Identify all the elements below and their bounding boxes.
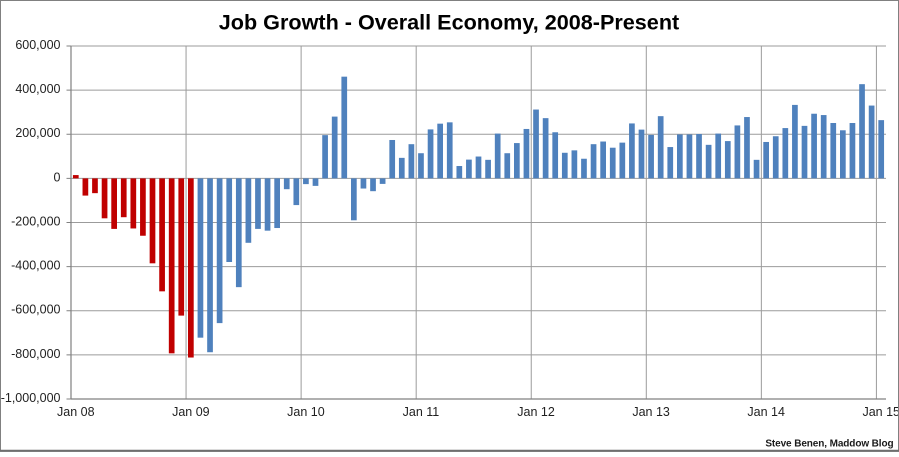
svg-text:Jan 08: Jan 08: [57, 405, 95, 419]
svg-text:Jan 13: Jan 13: [632, 405, 670, 419]
svg-text:-600,000: -600,000: [11, 303, 60, 317]
svg-text:200,000: 200,000: [15, 126, 60, 140]
svg-text:-800,000: -800,000: [11, 347, 60, 361]
svg-text:Jan 15: Jan 15: [862, 405, 899, 419]
svg-text:-200,000: -200,000: [11, 214, 60, 228]
svg-text:Jan 11: Jan 11: [403, 405, 440, 419]
svg-text:Job Growth - Overall Economy,: Job Growth - Overall Economy, 2008-Prese…: [219, 10, 679, 35]
svg-text:Jan 12: Jan 12: [517, 405, 555, 419]
svg-text:-1,000,000: -1,000,000: [1, 391, 61, 405]
svg-text:Jan 10: Jan 10: [287, 405, 325, 419]
svg-text:Jan 09: Jan 09: [172, 405, 210, 419]
svg-text:0: 0: [54, 170, 61, 184]
svg-text:-400,000: -400,000: [11, 259, 60, 273]
svg-text:600,000: 600,000: [15, 38, 60, 52]
svg-text:400,000: 400,000: [15, 82, 60, 96]
svg-text:Jan 14: Jan 14: [747, 405, 785, 419]
svg-text:Steve Benen, Maddow Blog: Steve Benen, Maddow Blog: [765, 438, 893, 449]
